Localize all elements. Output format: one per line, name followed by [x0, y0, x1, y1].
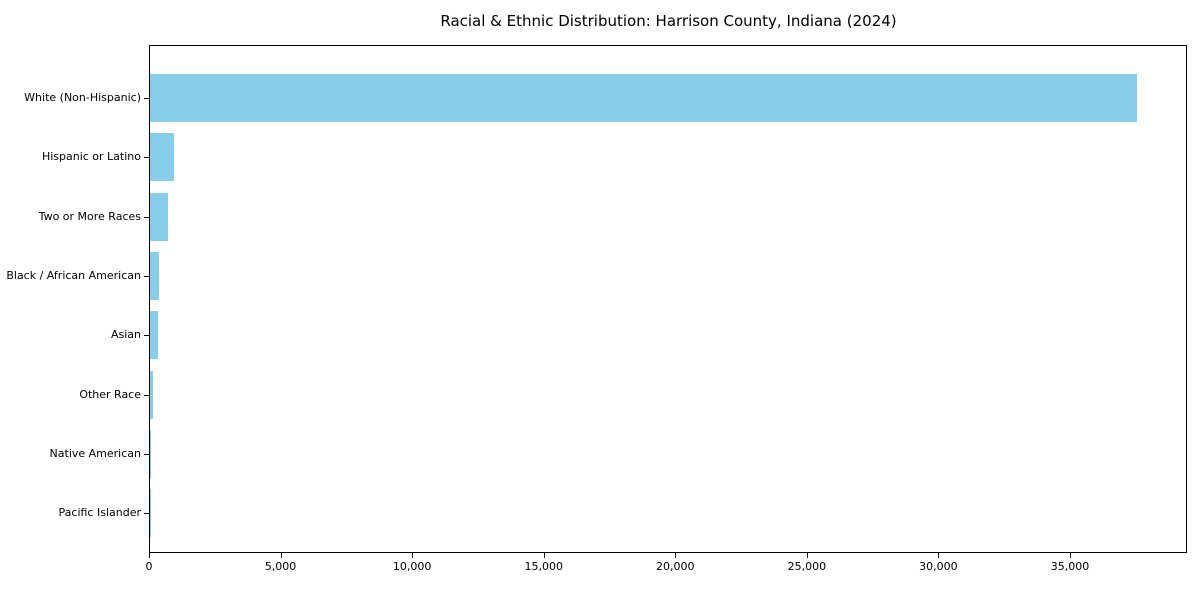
x-tick-mark	[280, 553, 282, 558]
x-tick-label-35000: 35,000	[1050, 560, 1090, 573]
bar-other-race	[150, 370, 153, 419]
x-tick-mark	[675, 553, 677, 558]
y-tick-mark	[144, 157, 149, 159]
y-tick-mark	[144, 335, 149, 337]
y-tick-label-black-african-american: Black / African American	[6, 268, 141, 282]
bar-white-non-hispanic	[150, 74, 1137, 122]
bar-native-american	[150, 429, 151, 478]
y-tick-mark	[144, 394, 149, 396]
plot-area	[149, 45, 1187, 553]
x-tick-label-20000: 20,000	[656, 560, 695, 573]
x-tick-label-15000: 15,000	[524, 560, 563, 573]
chart-title: Racial & Ethnic Distribution: Harrison C…	[440, 12, 897, 30]
y-tick-label-pacific-islander: Pacific Islander	[58, 506, 141, 520]
y-tick-label-asian: Asian	[110, 328, 141, 342]
x-tick-label-5000: 5,000	[264, 560, 297, 573]
x-tick-label-10000: 10,000	[392, 560, 432, 573]
x-tick-label-25000: 25,000	[787, 560, 827, 573]
bar-asian	[150, 311, 158, 360]
y-tick-mark	[144, 453, 149, 455]
y-tick-mark	[144, 216, 149, 218]
y-tick-mark	[144, 275, 149, 277]
y-tick-label-hispanic-or-latino: Hispanic or Latino	[41, 150, 141, 164]
x-tick-mark	[806, 553, 808, 558]
y-tick-label-white-non-hispanic: White (Non-Hispanic)	[24, 91, 141, 104]
y-tick-label-two-or-more-races: Two or More Races	[38, 209, 141, 223]
bar-hispanic-or-latino	[150, 133, 175, 182]
x-tick-mark	[412, 553, 414, 558]
x-tick-mark	[1070, 553, 1071, 558]
y-tick-mark	[144, 98, 149, 99]
y-tick-mark	[144, 513, 149, 515]
x-tick-mark	[149, 553, 150, 558]
y-tick-label-other-race: Other Race	[79, 387, 141, 401]
x-tick-mark	[938, 553, 940, 558]
x-tick-label-0: 0	[145, 560, 153, 573]
bar-black-african-american	[150, 251, 160, 300]
x-tick-label-30000: 30,000	[919, 560, 958, 573]
bar-two-or-more-races	[150, 192, 168, 241]
x-tick-mark	[543, 553, 545, 558]
y-tick-label-native-american: Native American	[49, 446, 141, 460]
